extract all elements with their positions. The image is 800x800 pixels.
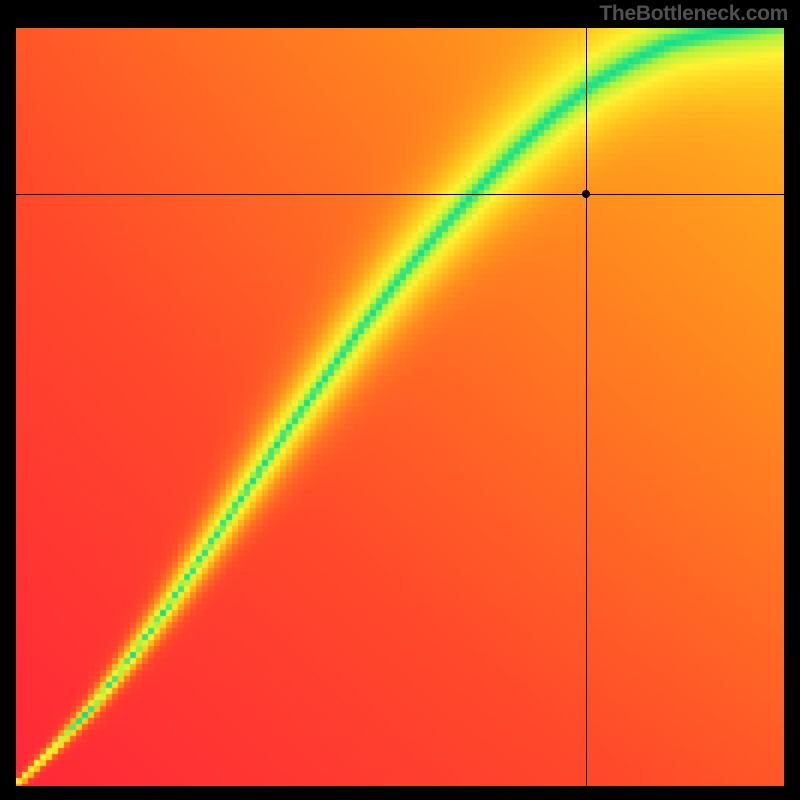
crosshair-marker (582, 190, 590, 198)
crosshair-horizontal (16, 194, 784, 195)
watermark-text: TheBottleneck.com (599, 2, 788, 26)
chart-container: TheBottleneck.com (0, 0, 800, 800)
heatmap-canvas (16, 28, 784, 786)
plot-area (16, 28, 784, 786)
crosshair-vertical (586, 28, 587, 786)
